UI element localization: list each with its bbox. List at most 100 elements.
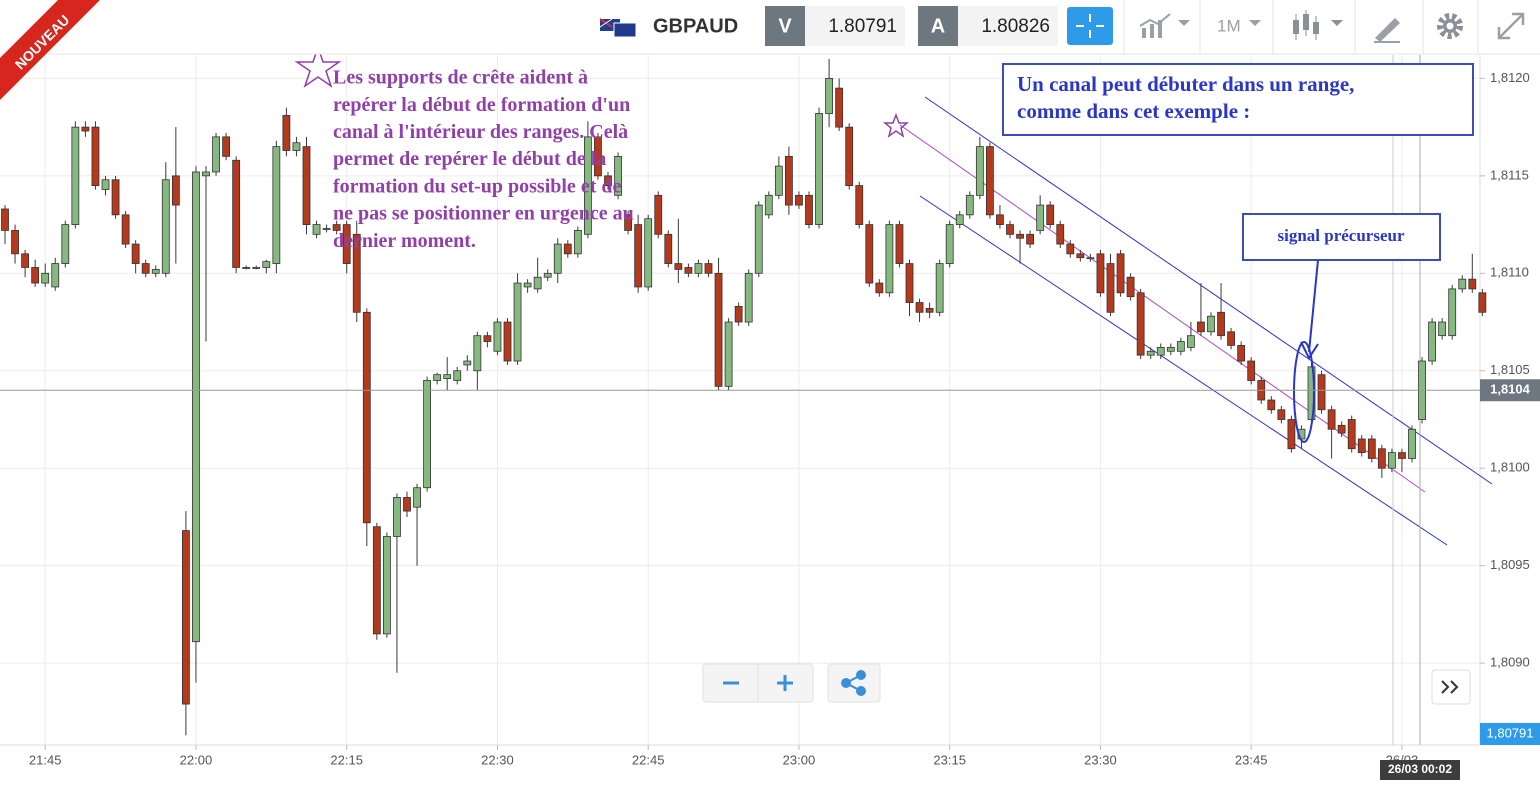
candle-body [71,126,80,225]
candle-body [1337,424,1346,434]
candle-body [111,179,120,216]
candle-body [312,224,321,235]
candle-body [895,224,904,264]
candle-body [594,136,602,177]
y-tick-label: 1,8105 [1490,362,1530,377]
candle-body [1217,311,1225,337]
zoom-in-button[interactable] [777,675,793,691]
draw-button[interactable] [1374,18,1400,43]
candle-body [493,321,502,352]
candle-body [403,497,411,512]
setup-note: Les supports de crête aident à repérer la… [333,67,634,252]
sell-price[interactable]: 1.80791 [828,16,897,37]
candle-body [1096,253,1105,294]
y-tick-label: 1,8100 [1490,460,1530,475]
star [882,112,910,138]
note-line: Un canal peut débuter dans un range, [1017,72,1354,96]
candle-body [423,380,432,489]
signal-note-box [1242,213,1441,261]
candle-body [1207,315,1215,333]
candle-body [1267,399,1276,411]
candle-body [553,243,562,274]
note-line: permet de repérer le début de la [333,148,606,170]
candle-body [252,267,261,269]
current-price-label: 1,8104 [1490,382,1531,397]
candle-body [302,146,311,225]
buy-price[interactable]: 1.80826 [981,16,1050,37]
buy-button[interactable] [918,6,958,46]
candle-body [121,214,130,245]
note-line: formation du set-up possible et de [333,175,621,197]
x-tick-label: 21:45 [29,752,62,767]
x-tick-label: 23:45 [1235,752,1268,767]
candle-body [1367,438,1376,459]
candle-body [935,263,944,313]
candle-body [925,307,934,313]
fullscreen-button[interactable] [1497,12,1525,40]
candle-body [443,374,452,379]
candle-body [1428,321,1436,362]
candle-body [533,276,542,290]
candle-body [805,194,813,225]
x-tick-label: 23:15 [933,752,966,767]
channel-note-box [1002,63,1474,136]
candle-body [1076,253,1085,259]
candle-body [815,113,823,225]
buy-label[interactable]: A [931,15,945,37]
candle-body [825,77,833,114]
candle-body [1287,419,1296,450]
candle-body [262,261,271,268]
timeframe[interactable]: 1M [1217,16,1241,35]
candle-body [1197,321,1205,333]
candle-body [1277,409,1286,420]
x-tick-label: 22:45 [632,752,665,767]
sell-price-box[interactable] [805,6,905,46]
candle-body [1458,278,1467,290]
candle-body [433,374,442,381]
candle-body [342,224,351,264]
candle-body [1478,292,1487,313]
scroll-right-button[interactable] [1431,669,1471,705]
sell-label[interactable]: V [778,15,792,37]
candle-body [664,233,673,264]
candle-body [1377,448,1386,469]
candle-body [202,171,210,177]
candle-body [1106,263,1115,313]
sell-button[interactable] [765,6,805,46]
candle-body [1036,204,1045,231]
candle-body [584,136,592,235]
candle-body [41,272,50,284]
bid-price-tag [1480,723,1540,745]
candle-body [855,185,864,225]
candle-body [1176,341,1185,352]
candle-body [81,126,90,132]
scroll-right-icon [1441,680,1459,694]
candle-body [1046,204,1055,225]
share-button[interactable] [827,663,881,703]
candle-body [192,171,200,643]
candle-body [131,243,140,264]
x-tick-label: 22:15 [330,752,363,767]
candle-style-button[interactable] [1293,10,1343,40]
note-line: canal à l'intérieur des ranges. Celà [333,121,628,143]
timeframe-caret[interactable] [1249,20,1261,26]
settings-button[interactable] [1437,13,1463,39]
candle-body [1066,243,1075,255]
candle-body [644,218,653,288]
candle-body [714,272,723,387]
candle-body [1408,428,1416,459]
candle-body [996,214,1004,225]
buy-price-box[interactable] [958,6,1058,46]
candle-body [1006,224,1014,235]
signal-arrow-head [1300,341,1319,361]
x-tick-label: 23:00 [783,752,816,767]
candle-body [573,230,582,255]
crosshair-icon [1076,14,1104,38]
candle-body [413,487,421,508]
chart-type-button[interactable] [1139,13,1190,38]
note-line: dernier moment. [333,230,476,252]
new-badge [0,0,100,100]
crosshair-button[interactable] [1067,7,1113,45]
candle-body [513,282,522,362]
note-line: repérer la début de formation d'un [333,94,630,116]
